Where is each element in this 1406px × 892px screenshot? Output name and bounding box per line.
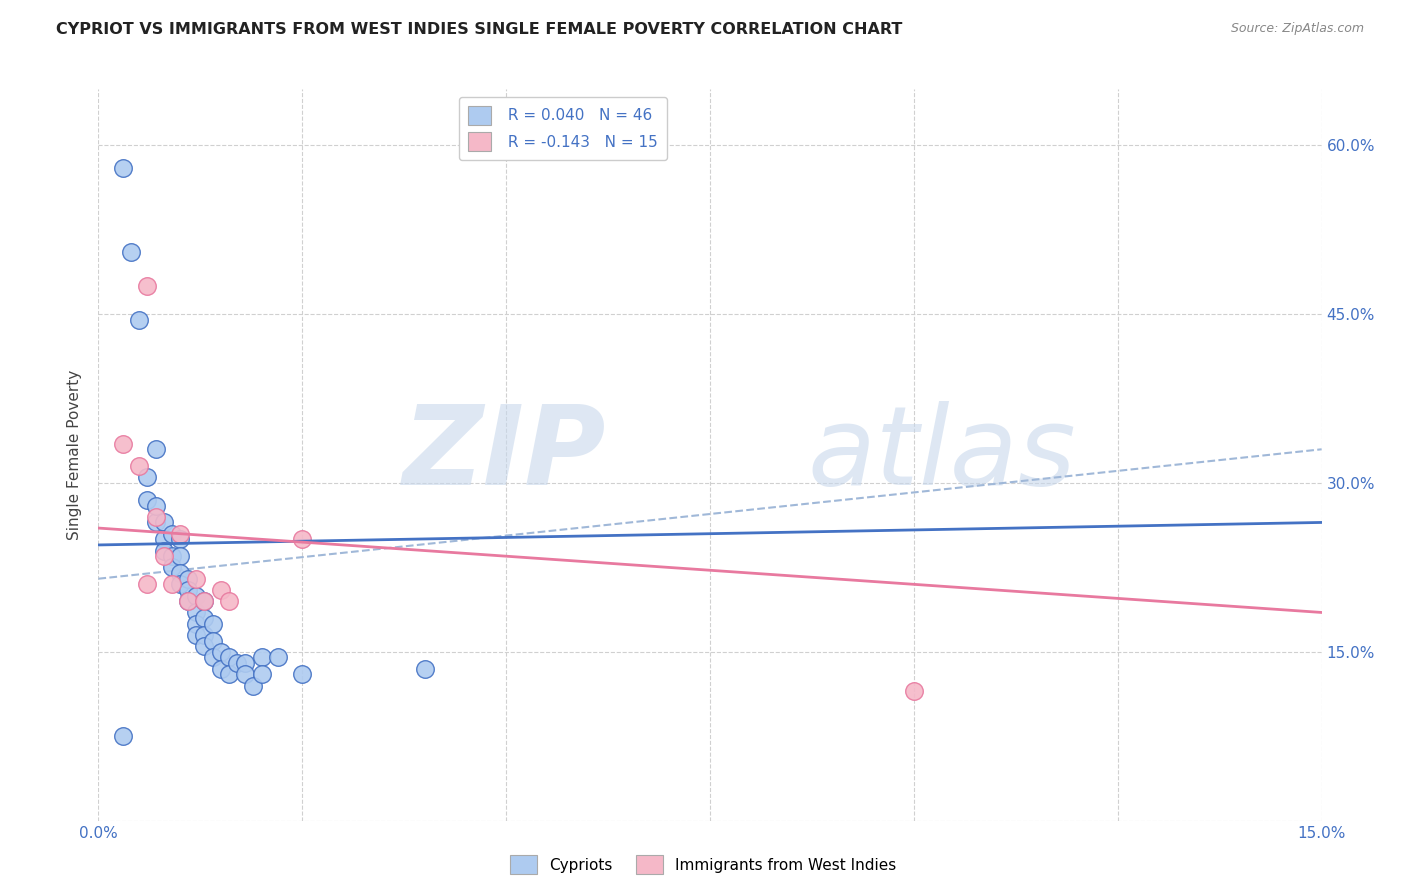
Point: [250, 667, 273, 681]
Legend:  R = 0.040   N = 46,  R = -0.143   N = 15: R = 0.040 N = 46, R = -0.143 N = 15: [460, 97, 668, 160]
Point: [291, 533, 314, 547]
Point: [120, 245, 142, 260]
Point: [186, 628, 208, 642]
Point: [218, 667, 240, 681]
Point: [226, 656, 249, 670]
Point: [193, 639, 215, 653]
Point: [145, 509, 167, 524]
Point: [169, 549, 191, 564]
Point: [136, 492, 159, 507]
Point: [177, 594, 200, 608]
Point: [413, 662, 436, 676]
Text: ZIP: ZIP: [402, 401, 606, 508]
Point: [145, 499, 167, 513]
Point: [201, 633, 224, 648]
Point: [193, 611, 215, 625]
Text: atlas: atlas: [808, 401, 1077, 508]
Point: [169, 577, 191, 591]
Point: [193, 594, 215, 608]
Point: [201, 616, 224, 631]
Y-axis label: Single Female Poverty: Single Female Poverty: [67, 370, 83, 540]
Point: [233, 667, 256, 681]
Point: [111, 161, 134, 175]
Point: [209, 662, 232, 676]
Point: [169, 533, 191, 547]
Text: Source: ZipAtlas.com: Source: ZipAtlas.com: [1230, 22, 1364, 36]
Point: [209, 582, 232, 597]
Legend: Cypriots, Immigrants from West Indies: Cypriots, Immigrants from West Indies: [503, 849, 903, 880]
Point: [160, 577, 183, 591]
Point: [145, 442, 167, 457]
Point: [152, 549, 174, 564]
Point: [186, 616, 208, 631]
Point: [145, 516, 167, 530]
Point: [136, 279, 159, 293]
Point: [160, 526, 183, 541]
Point: [250, 650, 273, 665]
Point: [267, 650, 290, 665]
Point: [152, 516, 174, 530]
Point: [177, 572, 200, 586]
Point: [160, 549, 183, 564]
Point: [128, 459, 150, 474]
Text: CYPRIOT VS IMMIGRANTS FROM WEST INDIES SINGLE FEMALE POVERTY CORRELATION CHART: CYPRIOT VS IMMIGRANTS FROM WEST INDIES S…: [56, 22, 903, 37]
Point: [291, 667, 314, 681]
Point: [201, 650, 224, 665]
Point: [218, 650, 240, 665]
Point: [136, 470, 159, 484]
Point: [233, 656, 256, 670]
Point: [160, 560, 183, 574]
Point: [186, 572, 208, 586]
Point: [152, 543, 174, 558]
Point: [903, 684, 925, 698]
Point: [218, 594, 240, 608]
Point: [177, 582, 200, 597]
Point: [111, 729, 134, 743]
Point: [209, 645, 232, 659]
Point: [111, 436, 134, 450]
Point: [136, 577, 159, 591]
Point: [128, 313, 150, 327]
Point: [152, 533, 174, 547]
Point: [193, 628, 215, 642]
Point: [186, 606, 208, 620]
Point: [186, 589, 208, 603]
Point: [193, 594, 215, 608]
Point: [169, 526, 191, 541]
Point: [242, 679, 264, 693]
Point: [169, 566, 191, 580]
Point: [177, 594, 200, 608]
